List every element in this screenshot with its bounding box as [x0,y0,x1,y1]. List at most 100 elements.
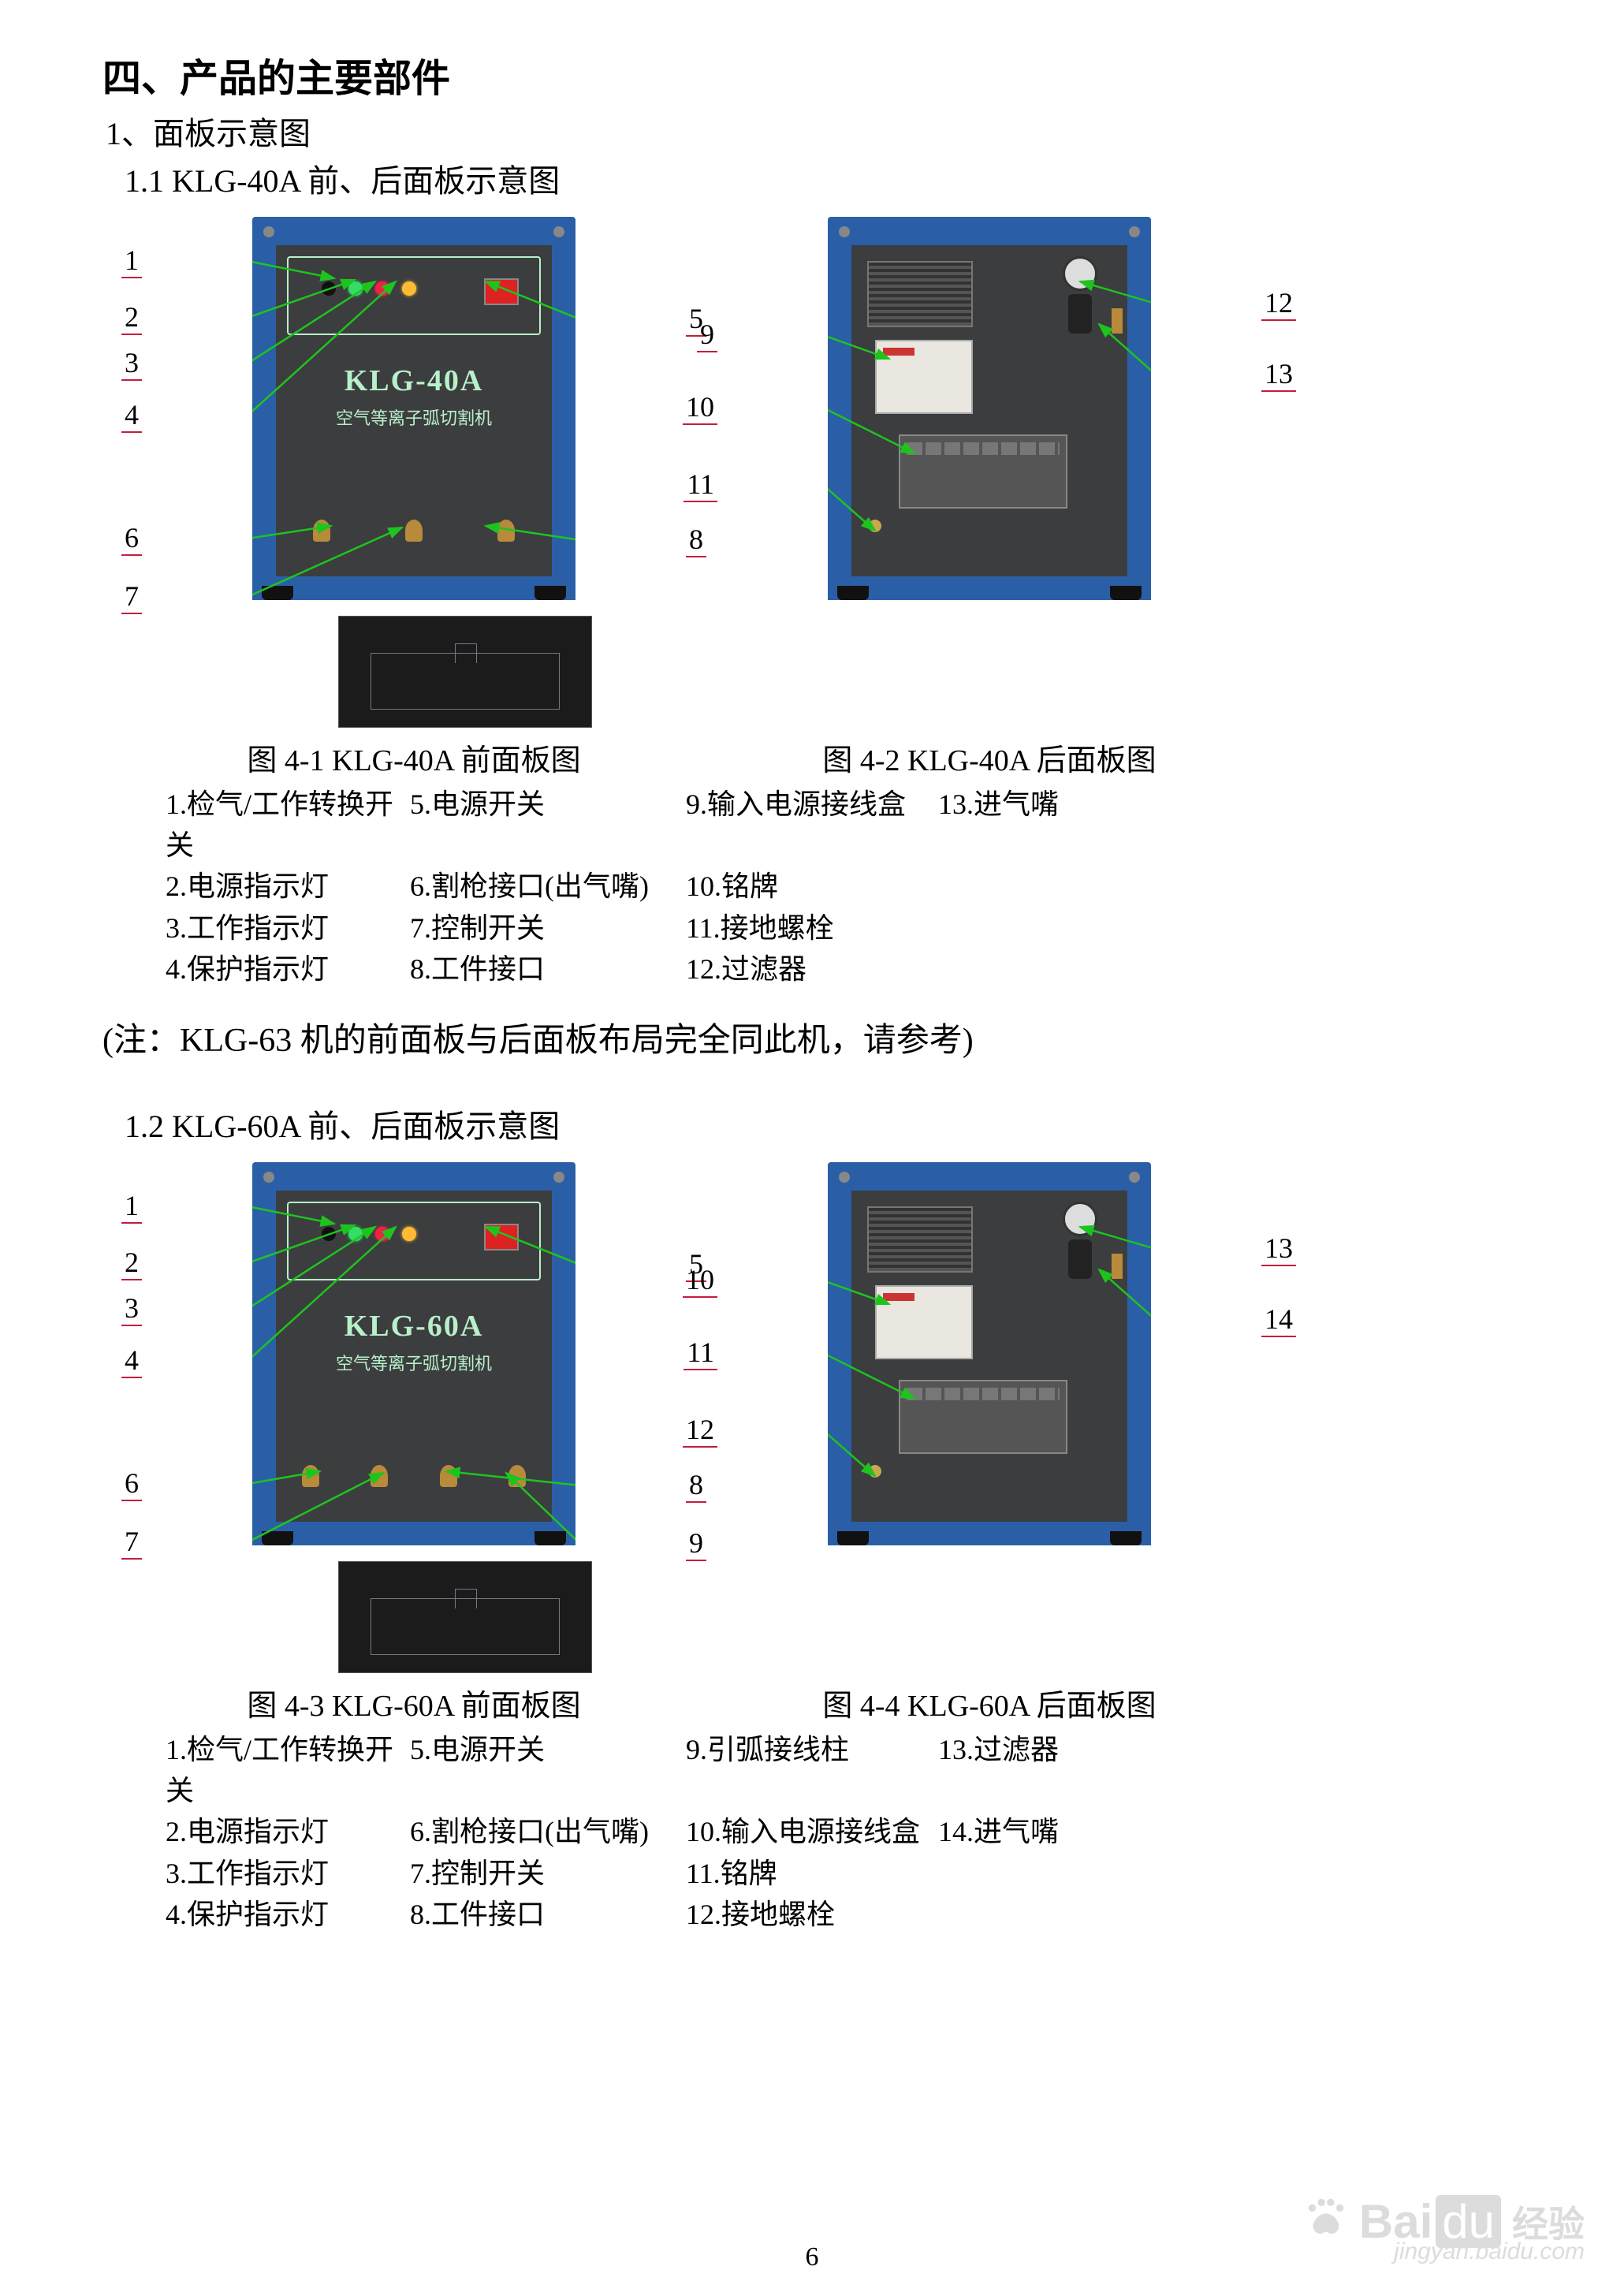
legend-item [938,1894,1096,1935]
callout-label: 12 [1261,286,1296,321]
callout-label: 13 [1261,357,1296,392]
callout-label: 7 [121,580,142,614]
check-work-switch [322,281,336,296]
fig-4-1: 1 2 3 4 6 7 [150,217,678,728]
fig-4-2: 9 10 11 [725,217,1253,728]
callout-label: 1 [121,1189,142,1224]
legend-item: 13.进气嘴 [938,784,1096,866]
subsection-1: 1、面板示意图 [106,108,1522,154]
legend-item: 3.工作指示灯 [166,908,410,949]
callout-label: 4 [121,398,142,433]
section-title: 四、产品的主要部件 [102,47,1522,103]
legend-item: 10.铭牌 [686,866,938,907]
connector-box-40a [338,616,592,728]
legend-item: 8.工件接口 [410,1894,686,1935]
air-inlet [1112,1254,1123,1279]
check-work-switch [322,1227,336,1241]
legend-item: 11.铭牌 [686,1853,938,1894]
callout-label: 3 [121,346,142,381]
caption-4-4: 图 4-4 KLG-60A 后面板图 [725,1681,1253,1724]
legend-item [938,908,1096,949]
subsection-1-1: 1.1 KLG-40A 前、后面板示意图 [125,155,1522,201]
power-led [348,281,363,296]
callout-label: 1 [121,244,142,278]
caption-4-1: 图 4-1 KLG-40A 前面板图 [150,736,678,779]
legend-item: 6.割枪接口(出气嘴) [410,1811,686,1852]
torch-port [313,520,330,542]
legend-item: 4.保护指示灯 [166,949,410,990]
callout-label: 2 [121,1246,142,1280]
paw-icon [1304,2195,1348,2249]
fig-4-3: 1 2 3 4 6 7 [150,1162,678,1673]
callout-label: 12 [683,1413,717,1448]
model-subtitle: 空气等离子弧切割机 [276,404,552,430]
legend-item: 6.割枪接口(出气嘴) [410,866,686,907]
nameplate [899,434,1067,509]
caption-4-2: 图 4-2 KLG-40A 后面板图 [725,736,1253,779]
legend-item: 7.控制开关 [410,1853,686,1894]
legend-item: 8.工件接口 [410,949,686,990]
legend-item [938,866,1096,907]
callout-label: 8 [686,523,706,557]
power-led [348,1227,363,1241]
control-port [405,520,423,542]
vent-grille [867,261,973,327]
legend-item: 14.进气嘴 [938,1811,1096,1852]
callout-label: 14 [1261,1303,1296,1337]
page-number: 6 [0,2242,1624,2272]
power-input-box [875,340,973,414]
callout-label: 8 [686,1468,706,1503]
work-port [440,1465,457,1487]
callout-label: 4 [121,1344,142,1378]
torch-port [302,1465,319,1487]
machine-back-60a [828,1162,1151,1545]
fig-4-4: 10 11 12 [725,1162,1253,1673]
connector-box-60a [338,1561,592,1673]
power-switch [484,278,519,305]
callout-label: 6 [121,521,142,556]
legend-item [938,1853,1096,1894]
air-filter [1049,1202,1112,1280]
legend-item: 2.电源指示灯 [166,866,410,907]
work-led [375,1227,389,1241]
legend-item: 11.接地螺栓 [686,908,938,949]
subsection-1-2: 1.2 KLG-60A 前、后面板示意图 [125,1101,1522,1146]
legend-item: 12.过滤器 [686,949,938,990]
machine-front-60a: KLG-60A 空气等离子弧切割机 [252,1162,575,1545]
arc-post [508,1465,526,1487]
watermark-jy: 经验 [1512,2196,1585,2248]
caption-4-3: 图 4-3 KLG-60A 前面板图 [150,1681,678,1724]
watermark-text: Baidu [1359,2194,1501,2249]
legend-item: 3.工作指示灯 [166,1853,410,1894]
legend-item: 13.过滤器 [938,1729,1096,1811]
callout-label: 10 [683,390,717,425]
power-input-box [875,1285,973,1359]
machine-back-40a [828,217,1151,600]
legend-item: 9.引弧接线柱 [686,1729,938,1811]
control-port [371,1465,388,1487]
legend-40a: 1.检气/工作转换开关 5.电源开关 9.输入电源接线盒 13.进气嘴 2.电源… [166,784,1522,990]
air-filter [1049,256,1112,335]
callout-label: 6 [121,1467,142,1501]
legend-item: 4.保护指示灯 [166,1894,410,1935]
legend-item: 5.电源开关 [410,784,686,866]
work-led [375,281,389,296]
callout-label: 11 [683,1336,717,1370]
vent-grille [867,1206,973,1273]
air-inlet [1112,308,1123,334]
machine-front-40a: KLG-40A 空气等离子弧切割机 [252,217,575,600]
legend-item: 2.电源指示灯 [166,1811,410,1852]
model-label: KLG-60A [276,1309,552,1344]
legend-item: 9.输入电源接线盒 [686,784,938,866]
ground-bolt [869,520,881,532]
nameplate [899,1380,1067,1454]
callout-label: 11 [683,468,717,502]
callout-label: 9 [686,1526,706,1561]
legend-item: 5.电源开关 [410,1729,686,1811]
power-switch [484,1224,519,1250]
callout-label: 13 [1261,1232,1296,1266]
legend-item: 1.检气/工作转换开关 [166,1729,410,1811]
model-label: KLG-40A [276,363,552,398]
legend-item: 1.检气/工作转换开关 [166,784,410,866]
model-subtitle: 空气等离子弧切割机 [276,1350,552,1375]
